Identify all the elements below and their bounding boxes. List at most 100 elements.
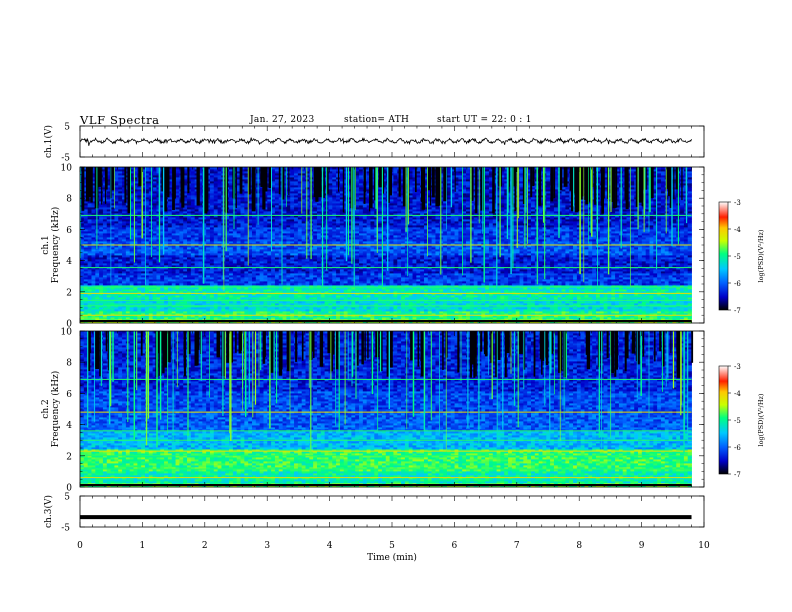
spectro-cell	[114, 297, 119, 300]
spectro-cell	[336, 301, 341, 304]
spectro-cell	[492, 315, 497, 318]
spectro-cell	[412, 317, 417, 320]
spectro-cell	[141, 313, 146, 316]
spectro-cell	[213, 317, 218, 320]
spectro-cell	[580, 321, 585, 324]
spectro-cell	[427, 315, 433, 318]
spectro-cell	[339, 313, 345, 316]
spectro-cell	[213, 309, 218, 312]
spectro-cell	[198, 313, 203, 316]
spectro-cell	[557, 317, 562, 320]
spectro-cell	[251, 297, 257, 300]
spectro-cell	[320, 311, 326, 314]
spectro-cell	[531, 321, 536, 324]
spectro-cell	[80, 313, 85, 316]
spectro-cell	[557, 313, 562, 316]
spectro-cell	[286, 295, 291, 298]
spectro-cell	[255, 313, 261, 316]
spectro-cell	[569, 307, 574, 310]
spectro-cell	[542, 297, 547, 300]
spectro-cell	[217, 311, 222, 314]
spectro-cell	[527, 311, 532, 314]
spectro-cell	[83, 307, 89, 310]
spectro-cell	[343, 313, 348, 316]
spectro-cell	[431, 295, 436, 298]
spectro-cell	[236, 311, 241, 314]
spectro-cell	[320, 317, 326, 320]
spectro-cell	[106, 309, 111, 312]
spectro-cell	[542, 317, 547, 320]
spectro-cell	[573, 311, 578, 314]
spectro-cell	[423, 297, 429, 300]
spectro-cell	[519, 315, 524, 318]
spectro-cell	[309, 317, 314, 320]
spectro-cell	[488, 311, 494, 314]
spectro-cell	[573, 303, 578, 306]
spectro-cell	[91, 301, 96, 304]
spectro-cell	[618, 301, 624, 304]
spectro-cell	[324, 295, 329, 298]
spectro-cell	[427, 301, 433, 304]
spectro-cell	[351, 307, 356, 310]
spectro-cell	[599, 301, 605, 304]
spectro-cell	[538, 317, 543, 320]
spectro-cell	[641, 321, 647, 324]
spectro-cell	[313, 307, 318, 310]
spectro-cell	[576, 315, 582, 318]
spectro-cell	[290, 309, 295, 312]
spectro-cell	[607, 321, 612, 324]
spectro-cell	[167, 311, 173, 314]
spectro-cell	[404, 311, 410, 314]
spectro-cell	[336, 317, 341, 320]
spectro-cell	[332, 303, 337, 306]
spectro-cell	[118, 303, 123, 306]
spectro-cell	[355, 297, 360, 300]
spectro-cell	[531, 301, 536, 304]
spectro-cell	[550, 315, 555, 318]
spectro-cell	[362, 317, 368, 320]
spectro-cell	[183, 309, 188, 312]
spectro-cell	[638, 321, 643, 324]
spectro-cell	[102, 315, 108, 318]
spectro-cell	[320, 313, 326, 316]
spectro-cell	[508, 315, 513, 318]
spectro-cell	[416, 321, 421, 324]
spectro-cell	[389, 303, 394, 306]
spectro-cell	[347, 313, 352, 316]
spectro-cell	[206, 301, 211, 304]
spectro-cell	[240, 301, 245, 304]
spectro-cell	[183, 321, 188, 324]
spectro-cell	[511, 307, 517, 310]
spectro-cell	[569, 321, 574, 324]
spectro-cell	[217, 303, 222, 306]
spectro-cell	[80, 297, 85, 300]
spectro-cell	[473, 313, 478, 316]
spectro-cell	[504, 315, 509, 318]
spectro-cell	[450, 303, 455, 306]
spectro-cell	[114, 295, 119, 298]
spectro-cell	[213, 303, 218, 306]
spectro-cell	[91, 313, 96, 316]
spectro-cell	[313, 295, 318, 298]
spectro-cell	[485, 317, 490, 320]
spectro-cell	[439, 307, 444, 310]
spectro-cell	[122, 297, 127, 300]
spectro-cell	[542, 309, 547, 312]
spectro-cell	[198, 301, 203, 304]
spectro-cell	[408, 317, 413, 320]
spectro-cell	[198, 311, 203, 314]
spectro-cell	[454, 311, 459, 314]
spectro-cell	[137, 307, 142, 310]
spectro-cell	[179, 315, 184, 318]
spectro-cell	[282, 303, 287, 306]
spectro-cell	[466, 317, 471, 320]
spectro-cell	[607, 307, 612, 310]
spectro-cell	[439, 315, 444, 318]
spectro-cell	[443, 315, 448, 318]
figure-title: VLF Spectra	[80, 113, 160, 127]
spectro-cell	[622, 309, 627, 312]
spectro-cell	[592, 307, 597, 310]
spectro-cell	[687, 303, 692, 306]
spectro-cell	[641, 303, 647, 306]
spectro-cell	[370, 317, 375, 320]
